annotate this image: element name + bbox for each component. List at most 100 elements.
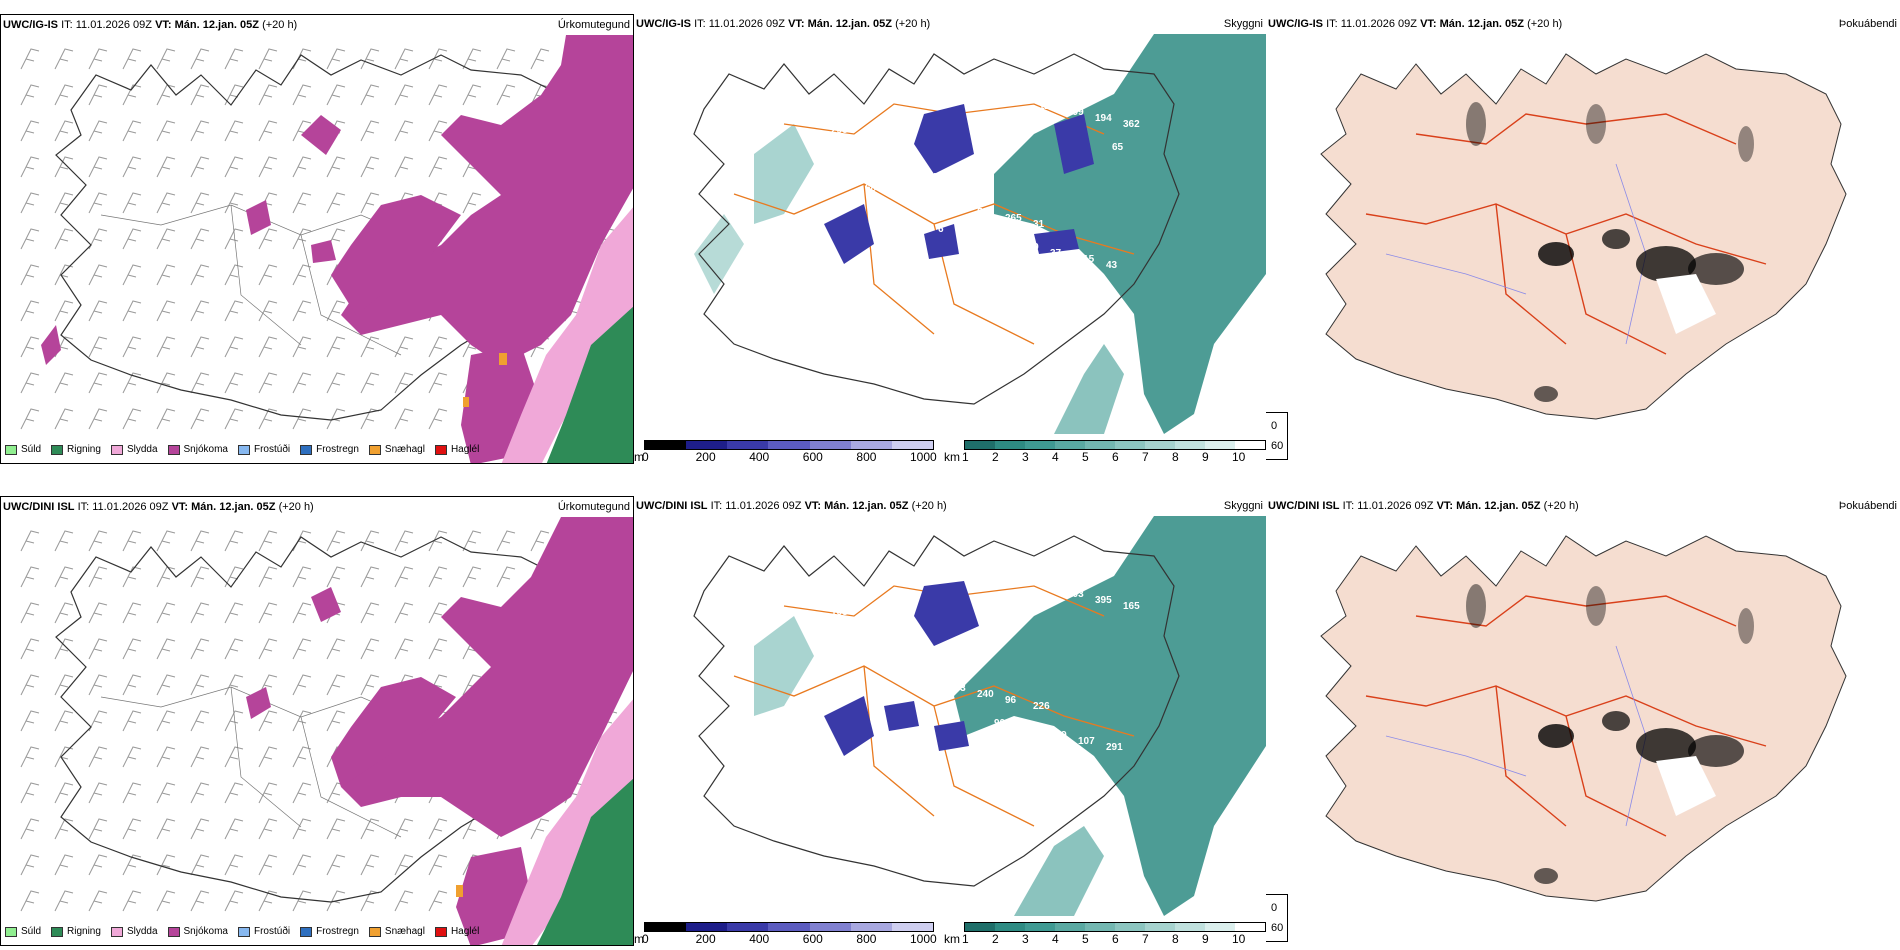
cloud-base-label: 198 <box>848 154 865 165</box>
wind-barb <box>122 84 142 106</box>
scale-tick-label: 200 <box>695 932 716 946</box>
wind-barb <box>258 710 278 732</box>
cloud-base-label: 395 <box>1095 595 1112 606</box>
wind-barb <box>326 84 346 106</box>
wind-barb <box>20 530 40 552</box>
wind-barb <box>190 566 210 588</box>
wind-barb <box>20 710 40 732</box>
wind-barb <box>20 782 40 804</box>
cloud-base-label: 296 <box>1022 724 1039 735</box>
wind-barb <box>20 120 40 142</box>
legend-item: Snæhagl <box>368 444 425 455</box>
wind-barb <box>156 638 176 660</box>
cloud-base-label: 79 <box>848 636 860 647</box>
legend-label: Snæhagl <box>384 444 425 455</box>
scale-tick-label: 6 <box>1112 450 1119 464</box>
cloud-base-label: 228 <box>904 166 921 177</box>
wind-barb <box>20 638 40 660</box>
wind-barb <box>54 530 74 552</box>
legend-label: Slydda <box>126 444 158 455</box>
legend-label: Snæhagl <box>384 926 425 937</box>
cloud-base-label: 43 <box>1106 260 1118 271</box>
wind-barb <box>496 48 516 70</box>
wind-barb <box>190 710 210 732</box>
wind-barb <box>360 566 380 588</box>
cloud-base-label: 37 <box>1050 248 1062 259</box>
wind-barb <box>292 602 312 624</box>
wind-barb <box>88 48 108 70</box>
panel-name-fog: Þokuábendi <box>1838 500 1897 512</box>
wind-barb <box>20 264 40 286</box>
wind-barb <box>258 120 278 142</box>
wind-barb <box>394 818 414 840</box>
wind-barb <box>258 782 278 804</box>
wind-barb <box>190 782 210 804</box>
wind-barb <box>428 566 448 588</box>
wind-barb <box>20 602 40 624</box>
cloud-base-label: 103 <box>831 607 848 618</box>
cloud-base-label: 185 <box>814 96 831 107</box>
wind-barb <box>190 84 210 106</box>
wind-barb <box>360 818 380 840</box>
cloud-base-label: 12 <box>820 630 832 641</box>
wind-barb <box>394 408 414 430</box>
wind-barb <box>360 372 380 394</box>
cloud-base-label: 107 <box>1078 736 1095 747</box>
cloud-base-label: 749 <box>1022 242 1039 253</box>
legend-item: Snjókoma <box>167 444 228 455</box>
wind-barb <box>54 674 74 696</box>
wind-barb <box>258 530 278 552</box>
fog-map <box>1320 535 1847 902</box>
legend-swatch <box>110 444 123 455</box>
wind-barb <box>292 336 312 358</box>
wind-barb <box>258 336 278 358</box>
wind-barb <box>88 566 108 588</box>
iceland-land <box>1320 535 1847 902</box>
wind-barb <box>190 530 210 552</box>
wind-barb <box>428 48 448 70</box>
panel-name-precip: Úrkomutegund <box>557 501 630 513</box>
wind-barb <box>360 336 380 358</box>
panel-name-precip: Úrkomutegund <box>557 19 630 31</box>
legend-item: Snæhagl <box>368 926 425 937</box>
wind-barb <box>190 156 210 178</box>
legend-swatch <box>368 926 381 937</box>
wind-barb <box>156 530 176 552</box>
legend-label: Rigning <box>67 444 101 455</box>
precip-type-panel-2: UWC/DINI ISL IT: 11.01.2026 09Z VT: Mán.… <box>0 496 634 946</box>
wind-barb <box>224 710 244 732</box>
cloud-base-label: 203 <box>949 683 966 694</box>
wind-barb <box>224 156 244 178</box>
scale-tick-label: 0 <box>642 932 649 946</box>
wind-barb <box>258 566 278 588</box>
scale-tick-label: 1000 <box>910 932 937 946</box>
scale-tick-label: 1000 <box>910 450 937 464</box>
wind-barb <box>54 818 74 840</box>
wind-barb <box>530 530 550 552</box>
wind-barb <box>156 264 176 286</box>
scale-tick-label: 4 <box>1052 932 1059 946</box>
wind-barb <box>224 602 244 624</box>
wind-barb <box>326 854 346 876</box>
wind-barb <box>292 782 312 804</box>
wind-barb <box>360 530 380 552</box>
wind-barb <box>20 854 40 876</box>
legend-item: Frostregn <box>300 444 359 455</box>
cloud-base-label: 141 <box>949 201 966 212</box>
wind-barb <box>156 854 176 876</box>
wind-barb <box>462 48 482 70</box>
legend-swatch <box>237 444 250 455</box>
scale-tick-label: 3 <box>1022 932 1029 946</box>
fog-map <box>1320 53 1847 420</box>
panel-title: UWC/DINI ISL IT: 11.01.2026 09Z VT: Mán.… <box>1268 500 1579 512</box>
wind-barb <box>156 336 176 358</box>
scale-tick-label: 9 <box>1202 450 1209 464</box>
cloud-base-label: 196 <box>932 654 949 665</box>
cloud-base-label: 103 <box>1067 589 1084 600</box>
wind-barb <box>20 408 40 430</box>
cloud-base-label: 194 <box>1095 113 1112 124</box>
wind-barb <box>54 156 74 178</box>
wind-barb <box>292 84 312 106</box>
cloud-base-label: 322 <box>876 642 893 653</box>
legend-swatch <box>434 444 447 455</box>
